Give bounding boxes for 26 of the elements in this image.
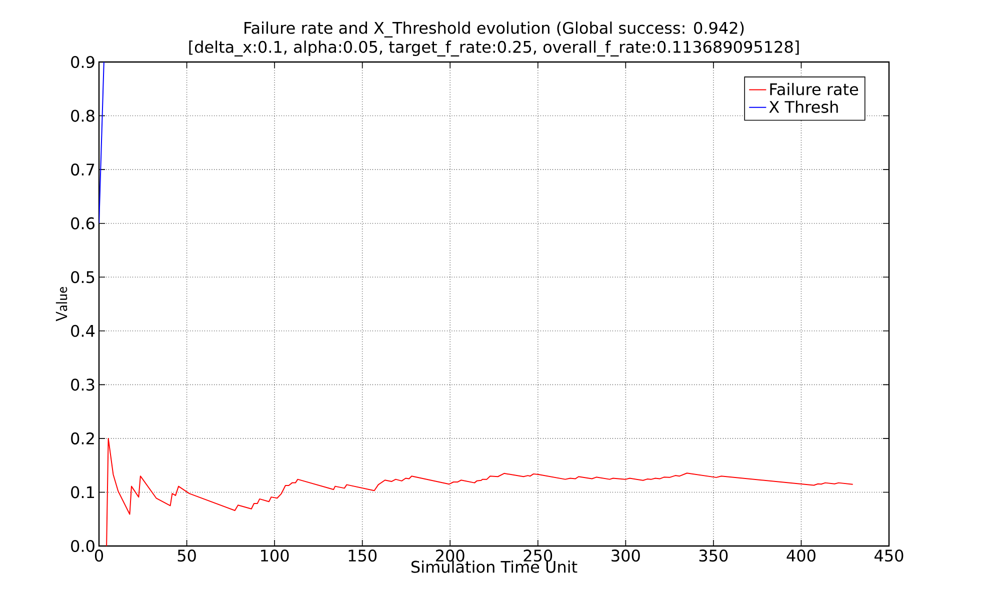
x-axis-title: Simulation Time Unit xyxy=(411,560,578,573)
y-tick-label: 0.6 xyxy=(71,217,94,230)
legend-label: X Thresh xyxy=(769,100,838,113)
y-tick-label: 0.9 xyxy=(71,56,94,68)
x-tick-label: 350 xyxy=(699,550,728,562)
x-tick-label: 300 xyxy=(612,550,640,562)
x-tick-label: 450 xyxy=(874,550,904,562)
y-tick-label: 0.5 xyxy=(71,271,94,284)
y-tick-label: 0.4 xyxy=(71,324,95,337)
x-tick-label: 150 xyxy=(348,550,377,562)
legend-label: Failure rate xyxy=(770,82,858,96)
y-tick-label: 0.2 xyxy=(71,432,94,444)
x-tick-label: 100 xyxy=(261,550,289,562)
y-axis-title: Value xyxy=(56,287,68,322)
y-tick-label: 0.8 xyxy=(71,110,94,122)
x-tick-label: 250 xyxy=(524,550,552,562)
y-tick-label: 0.1 xyxy=(71,486,94,498)
x-tick-label: 200 xyxy=(436,550,464,562)
x-tick-label: 0 xyxy=(94,550,104,562)
chart-title: Failure rate and X_Threshold evolution (Global success: 0.942) [delta_x:0.1, alpha:0.05, target_f_rate:0.25, overall_f_rate:0.113689095128] xyxy=(189,22,799,56)
x-tick-label: 400 xyxy=(786,550,816,562)
line-series xyxy=(106,438,854,546)
y-tick-label: 0.0 xyxy=(71,540,94,552)
y-tick-label: 0.7 xyxy=(71,164,94,176)
y-tick-label: 0.3 xyxy=(71,378,94,391)
x-tick-label: 50 xyxy=(178,550,196,562)
